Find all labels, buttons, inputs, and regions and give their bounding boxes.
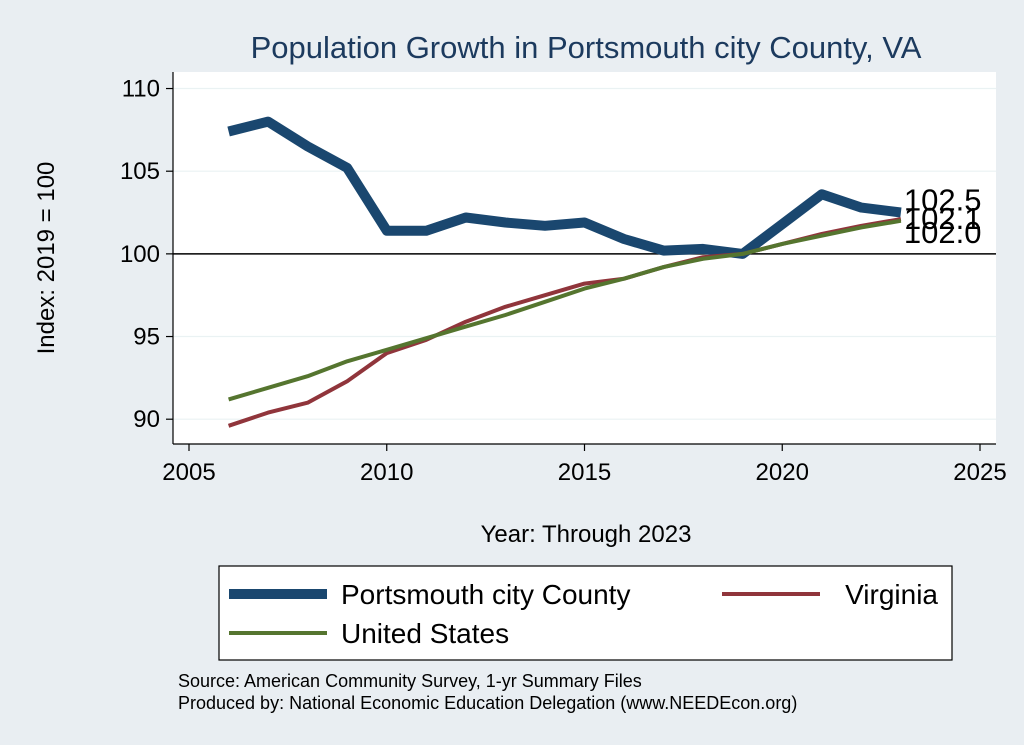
legend-label: United States [341, 618, 509, 649]
gridlines [173, 87, 996, 420]
plot-area [173, 72, 996, 444]
y-tick-label: 100 [120, 241, 160, 268]
chart-title: Population Growth in Portsmouth city Cou… [251, 30, 922, 65]
x-tick-label: 2020 [756, 459, 809, 486]
x-tick-label: 2005 [162, 459, 215, 486]
legend-label: Virginia [845, 579, 938, 610]
source-note: Source: American Community Survey, 1-yr … [178, 671, 642, 691]
end-label: 102.0 [904, 215, 982, 250]
producer-note: Produced by: National Economic Education… [178, 693, 797, 713]
end-label: 102.5 [904, 183, 982, 218]
y-tick-label: 95 [133, 324, 160, 351]
legend-items: Portsmouth city County Virginia United Sta… [229, 579, 938, 649]
y-axis-title: Index: 2019 = 100 [33, 162, 60, 355]
x-tick-label: 2025 [953, 459, 1006, 486]
y-tick-label: 105 [120, 158, 160, 185]
x-axis-title: Year: Through 2023 [481, 521, 692, 548]
series-line-united-states [228, 218, 902, 402]
end-label: 102.1 [904, 201, 982, 236]
x-axis-ticks: 2005 2010 2015 2020 2025 [162, 444, 1007, 486]
y-tick-label: 90 [133, 406, 160, 433]
series-line-portsmouth-city-county [227, 116, 902, 259]
y-axis-ticks: 90 95 100 105 110 [120, 76, 173, 433]
series-lines [227, 116, 902, 428]
y-tick-label: 110 [122, 76, 160, 103]
x-tick-label: 2015 [558, 459, 611, 486]
legend-label: Portsmouth city County [341, 579, 630, 610]
legend [218, 565, 953, 661]
x-tick-label: 2010 [360, 459, 413, 486]
